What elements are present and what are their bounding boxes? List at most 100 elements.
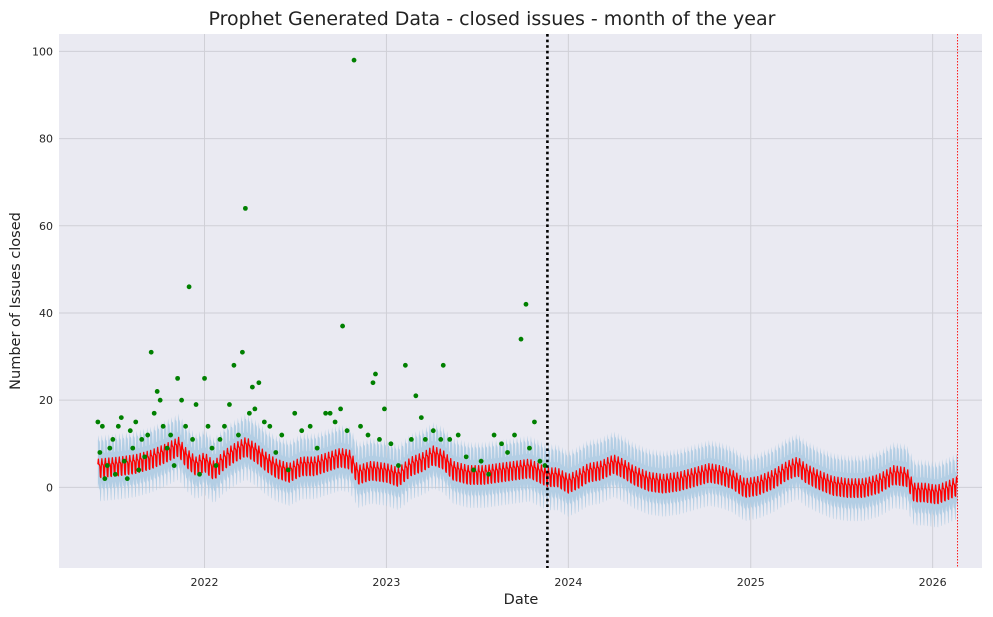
observed-point [209,445,215,451]
observed-point [127,428,133,434]
observed-point [373,371,378,377]
y-tick-label: 60 [39,220,53,233]
uncertainty-band [97,413,958,528]
y-tick-label: 100 [32,45,53,58]
observed-point [145,432,151,438]
observed-point [340,323,345,329]
observed-point [102,476,108,482]
observed-point [183,423,188,429]
observed-point [121,458,127,464]
observed-point [205,423,211,429]
observed-point [267,423,273,429]
observed-point [139,437,145,442]
x-tick-label: 2024 [554,576,582,589]
observed-point [115,423,121,429]
observed-point [110,437,116,442]
observed-point [365,432,371,438]
y-tick-label: 80 [39,133,53,146]
x-tick-label: 2023 [372,576,400,589]
observed-point [231,362,237,368]
observed-point [537,458,543,464]
observed-point [249,384,255,390]
observed-point [388,441,394,447]
observed-point [256,380,262,386]
observed-point [242,205,248,211]
observed-point [168,432,174,438]
observed-point [299,428,305,434]
observed-point [246,410,252,416]
observed-point [148,349,154,355]
observed-point [130,445,136,451]
observed-point [160,423,166,429]
observed-point [463,454,469,460]
observed-point [227,402,232,407]
observed-point [136,467,142,473]
observed-point [285,467,291,473]
observed-point [370,380,376,386]
observed-point [532,419,537,425]
observed-point [151,410,157,416]
y-tick-label: 40 [39,307,53,320]
observed-point [157,397,163,403]
y-tick-labels: 0 20 40 60 80 100 [32,45,53,494]
observed-point [273,450,279,455]
uncertainty-interval [97,413,958,528]
forecast-series-line [97,436,958,505]
observed-point [193,402,199,407]
observed-point [413,393,419,399]
observed-point [107,445,113,451]
observed-point [422,437,428,442]
observed-point [351,57,357,63]
observed-point [202,375,207,381]
observed-point [292,410,298,416]
observed-point [236,432,241,438]
observed-point [97,450,103,455]
observed-point [418,415,424,421]
observed-point [118,415,124,421]
observed-point [327,410,333,416]
observed-point [154,389,160,394]
observed-point [252,406,258,412]
observed-point [518,336,524,342]
observed-point [358,423,363,429]
observed-point [377,437,382,442]
x-tick-label: 2026 [919,576,947,589]
observed-point [338,406,343,412]
x-tick-label: 2022 [191,576,219,589]
observed-point [430,428,436,434]
y-axis-label: Number of Issues closed [8,212,24,390]
observed-point [133,419,139,425]
observed-point [323,410,329,416]
observed-point [95,419,101,425]
observed-point [455,432,461,438]
observed-point [175,375,181,381]
observed-point [279,432,285,438]
observed-point [112,471,118,477]
observed-point [499,441,504,447]
observed-point [447,437,453,442]
observed-point [307,423,313,429]
observed-point [197,471,202,477]
observed-point [142,454,148,460]
observed-point [402,362,408,368]
observed-point [478,458,484,464]
observed-point [505,450,510,455]
observed-point [186,284,192,290]
observed-point [471,467,477,473]
observed-point [261,419,267,425]
chart-title: Prophet Generated Data - closed issues -… [209,8,776,30]
observed-point [512,432,517,438]
observed-point [179,397,185,403]
forecast-line [97,436,958,505]
x-tick-labels: 2022 2023 2024 2025 2026 [191,576,947,589]
x-axis-label: Date [504,592,539,608]
observed-point [104,463,110,468]
observed-point [240,349,245,355]
y-tick-label: 20 [39,394,53,407]
y-tick-label: 0 [46,481,53,494]
observed-point [314,445,320,451]
observed-point [408,437,414,442]
observed-point [171,463,177,468]
grid-lines [59,34,982,568]
